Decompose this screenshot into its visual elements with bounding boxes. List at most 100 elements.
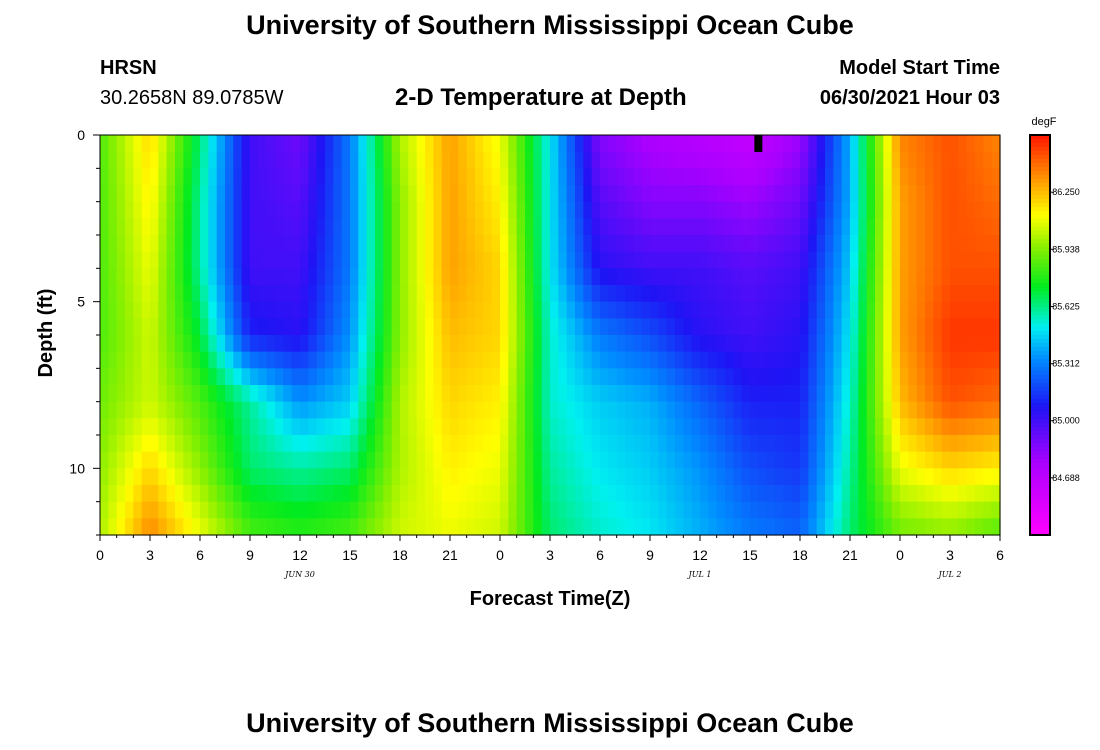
heatmap-cell	[966, 318, 976, 336]
heatmap-cell	[508, 218, 518, 236]
heatmap-cell	[258, 301, 268, 319]
heatmap-cell	[591, 135, 601, 153]
heatmap-cell	[583, 518, 593, 536]
heatmap-cell	[883, 485, 893, 503]
heatmap-cell	[691, 235, 701, 253]
heatmap-cell	[108, 168, 118, 186]
heatmap-cell	[933, 418, 943, 436]
heatmap-cell	[783, 285, 793, 303]
heatmap-cell	[400, 218, 409, 236]
heatmap-cell	[208, 451, 218, 469]
heatmap-cell	[533, 201, 543, 219]
heatmap-cell	[750, 435, 759, 453]
heatmap-cell	[550, 251, 559, 269]
heatmap-cell	[691, 201, 701, 219]
heatmap-cell	[858, 301, 868, 319]
heatmap-cell	[641, 385, 651, 403]
heatmap-cell	[725, 485, 734, 503]
heatmap-cell	[375, 368, 384, 386]
heatmap-cell	[675, 335, 684, 353]
heatmap-cell	[266, 451, 276, 469]
heatmap-cell	[275, 168, 284, 186]
heatmap-cell	[866, 268, 876, 286]
heatmap-cell	[325, 151, 334, 169]
heatmap-cell	[925, 201, 934, 219]
heatmap-cell	[816, 351, 826, 369]
heatmap-cell	[416, 135, 426, 153]
heatmap-cell	[600, 435, 609, 453]
heatmap-cell	[250, 335, 259, 353]
heatmap-cell	[491, 435, 501, 453]
heatmap-cell	[108, 151, 118, 169]
heatmap-cell	[925, 285, 934, 303]
heatmap-cell	[150, 185, 159, 203]
heatmap-cell	[491, 368, 501, 386]
heatmap-cell	[716, 401, 726, 419]
heatmap-cell	[833, 218, 843, 236]
heatmap-cell	[325, 435, 334, 453]
heatmap-cell	[308, 218, 318, 236]
heatmap-cell	[758, 301, 768, 319]
heatmap-cell	[716, 335, 726, 353]
heatmap-cell	[991, 368, 1001, 386]
heatmap-cell	[725, 235, 734, 253]
heatmap-cell	[225, 235, 234, 253]
heatmap-cell	[525, 485, 534, 503]
heatmap-cell	[875, 451, 884, 469]
heatmap-cell	[125, 468, 134, 486]
heatmap-cell	[200, 368, 209, 386]
heatmap-cell	[933, 485, 943, 503]
heatmap-cell	[158, 318, 168, 336]
heatmap-cell	[591, 168, 601, 186]
heatmap-cell	[941, 501, 951, 519]
heatmap-cell	[750, 501, 759, 519]
heatmap-cell	[391, 518, 401, 536]
heatmap-cell	[458, 285, 468, 303]
heatmap-cell	[200, 485, 209, 503]
heatmap-cell	[650, 301, 659, 319]
heatmap-cell	[891, 368, 901, 386]
heatmap-cell	[733, 451, 743, 469]
heatmap-cell	[158, 301, 168, 319]
heatmap-cell	[191, 435, 201, 453]
heatmap-cell	[116, 185, 126, 203]
heatmap-cell	[525, 151, 534, 169]
heatmap-cell	[783, 268, 793, 286]
heatmap-cell	[491, 285, 501, 303]
heatmap-cell	[516, 318, 526, 336]
heatmap-cell	[566, 435, 576, 453]
heatmap-cell	[666, 451, 676, 469]
heatmap-cell	[933, 468, 943, 486]
heatmap-cell	[641, 335, 651, 353]
heatmap-cell	[641, 251, 651, 269]
heatmap-cell	[658, 335, 668, 353]
heatmap-cell	[291, 485, 301, 503]
colorbar-band	[1030, 255, 1050, 260]
heatmap-cell	[533, 151, 543, 169]
heatmap-cell	[275, 318, 284, 336]
heatmap-cell	[325, 168, 334, 186]
heatmap-cell	[900, 151, 909, 169]
x-tick-label: 21	[842, 547, 858, 563]
heatmap-cell	[991, 418, 1001, 436]
heatmap-cell	[966, 468, 976, 486]
heatmap-cell	[641, 435, 651, 453]
heatmap-cell	[350, 151, 359, 169]
heatmap-cell	[416, 235, 426, 253]
heatmap-cell	[716, 385, 726, 403]
heatmap-cell	[900, 135, 909, 153]
heatmap-cell	[216, 251, 226, 269]
heatmap-cell	[675, 468, 684, 486]
heatmap-cell	[241, 251, 251, 269]
heatmap-cell	[691, 285, 701, 303]
heatmap-cell	[925, 451, 934, 469]
heatmap-cell	[941, 285, 951, 303]
heatmap-cell	[566, 335, 576, 353]
heatmap-cell	[275, 435, 284, 453]
heatmap-cell	[375, 235, 384, 253]
heatmap-cell	[158, 435, 168, 453]
heatmap-cell	[200, 251, 209, 269]
heatmap-cell	[416, 151, 426, 169]
heatmap-cell	[200, 218, 209, 236]
heatmap-cell	[525, 218, 534, 236]
